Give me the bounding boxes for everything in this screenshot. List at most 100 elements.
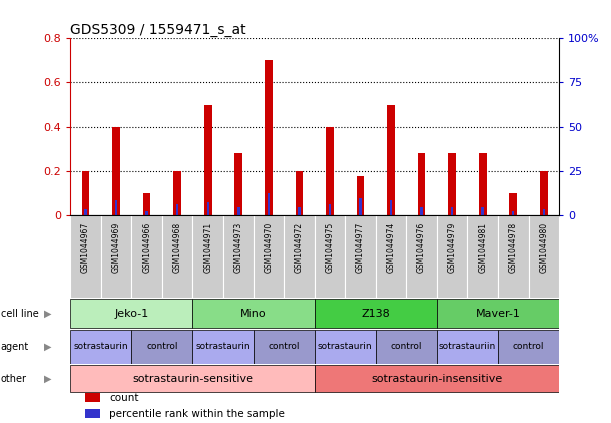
Text: GSM1044972: GSM1044972 [295,222,304,273]
Bar [112,127,120,215]
Bar [82,171,89,215]
Text: sotrastaurin: sotrastaurin [196,342,251,351]
Bar [512,211,514,215]
Bar [498,330,559,364]
Bar [235,154,242,215]
Text: Jeko-1: Jeko-1 [114,308,148,319]
Text: sotrastauriin: sotrastauriin [439,342,496,351]
Text: sotrastaurin-insensitive: sotrastaurin-insensitive [371,374,502,384]
Bar [315,299,437,328]
Text: GSM1044976: GSM1044976 [417,222,426,273]
Bar [192,215,223,298]
Bar [329,204,331,215]
Bar [192,299,315,328]
Text: control: control [513,342,544,351]
Bar [376,330,437,364]
Text: ▶: ▶ [44,342,51,352]
Bar [70,365,315,392]
Text: GSM1044973: GSM1044973 [234,222,243,273]
Bar [498,215,529,298]
Text: GSM1044968: GSM1044968 [173,222,181,273]
Bar [143,193,150,215]
Text: GSM1044977: GSM1044977 [356,222,365,273]
Bar [70,299,192,328]
Text: GSM1044980: GSM1044980 [540,222,548,273]
Text: GSM1044978: GSM1044978 [509,222,518,273]
Bar [207,202,209,215]
Bar [359,198,362,215]
Bar [204,104,211,215]
Bar [390,200,392,215]
Bar [387,104,395,215]
Bar [437,215,467,298]
Text: GSM1044969: GSM1044969 [112,222,120,273]
Bar [131,215,162,298]
Bar [192,330,254,364]
Text: sotrastaurin-sensitive: sotrastaurin-sensitive [132,374,253,384]
Bar [296,171,303,215]
Bar [529,215,559,298]
Bar [345,215,376,298]
Bar [70,215,101,298]
Text: cell line: cell line [1,308,38,319]
Bar [510,193,517,215]
Text: other: other [1,374,27,384]
Bar [70,330,131,364]
Text: GSM1044966: GSM1044966 [142,222,151,273]
Bar [437,330,498,364]
Bar [479,154,486,215]
Bar [326,127,334,215]
Text: control: control [390,342,422,351]
Text: GSM1044970: GSM1044970 [265,222,273,273]
Bar [115,200,117,215]
Text: Z138: Z138 [361,308,390,319]
Bar [145,211,148,215]
Bar [298,206,301,215]
Text: count: count [109,393,139,403]
Bar [357,176,364,215]
Bar [437,299,559,328]
Bar [448,154,456,215]
Bar [418,154,425,215]
Text: sotrastaurin: sotrastaurin [73,342,128,351]
Bar [268,193,270,215]
Bar [265,60,273,215]
Bar [237,206,240,215]
Text: percentile rank within the sample: percentile rank within the sample [109,409,285,419]
Bar [101,215,131,298]
Text: agent: agent [1,342,29,352]
Bar [176,204,178,215]
Bar [223,215,254,298]
Bar [315,215,345,298]
Text: GSM1044979: GSM1044979 [448,222,456,273]
Bar [174,171,181,215]
Bar [84,209,87,215]
Text: ▶: ▶ [44,308,51,319]
Bar [315,330,376,364]
Text: Maver-1: Maver-1 [475,308,521,319]
Bar [543,209,545,215]
Bar [451,206,453,215]
Bar [131,330,192,364]
Bar [406,215,437,298]
Text: control: control [268,342,300,351]
Text: ▶: ▶ [44,374,51,384]
Text: GSM1044975: GSM1044975 [326,222,334,273]
Bar [85,393,100,402]
Bar [467,215,498,298]
Text: GSM1044967: GSM1044967 [81,222,90,273]
Bar [254,215,284,298]
Bar [284,215,315,298]
Bar [162,215,192,298]
Bar [315,365,559,392]
Bar [85,409,100,418]
Text: control: control [146,342,178,351]
Bar [420,206,423,215]
Text: Mino: Mino [240,308,267,319]
Text: GDS5309 / 1559471_s_at: GDS5309 / 1559471_s_at [70,23,246,37]
Text: GSM1044974: GSM1044974 [387,222,395,273]
Text: GSM1044971: GSM1044971 [203,222,212,273]
Text: GSM1044981: GSM1044981 [478,222,487,273]
Bar [254,330,315,364]
Text: sotrastaurin: sotrastaurin [318,342,373,351]
